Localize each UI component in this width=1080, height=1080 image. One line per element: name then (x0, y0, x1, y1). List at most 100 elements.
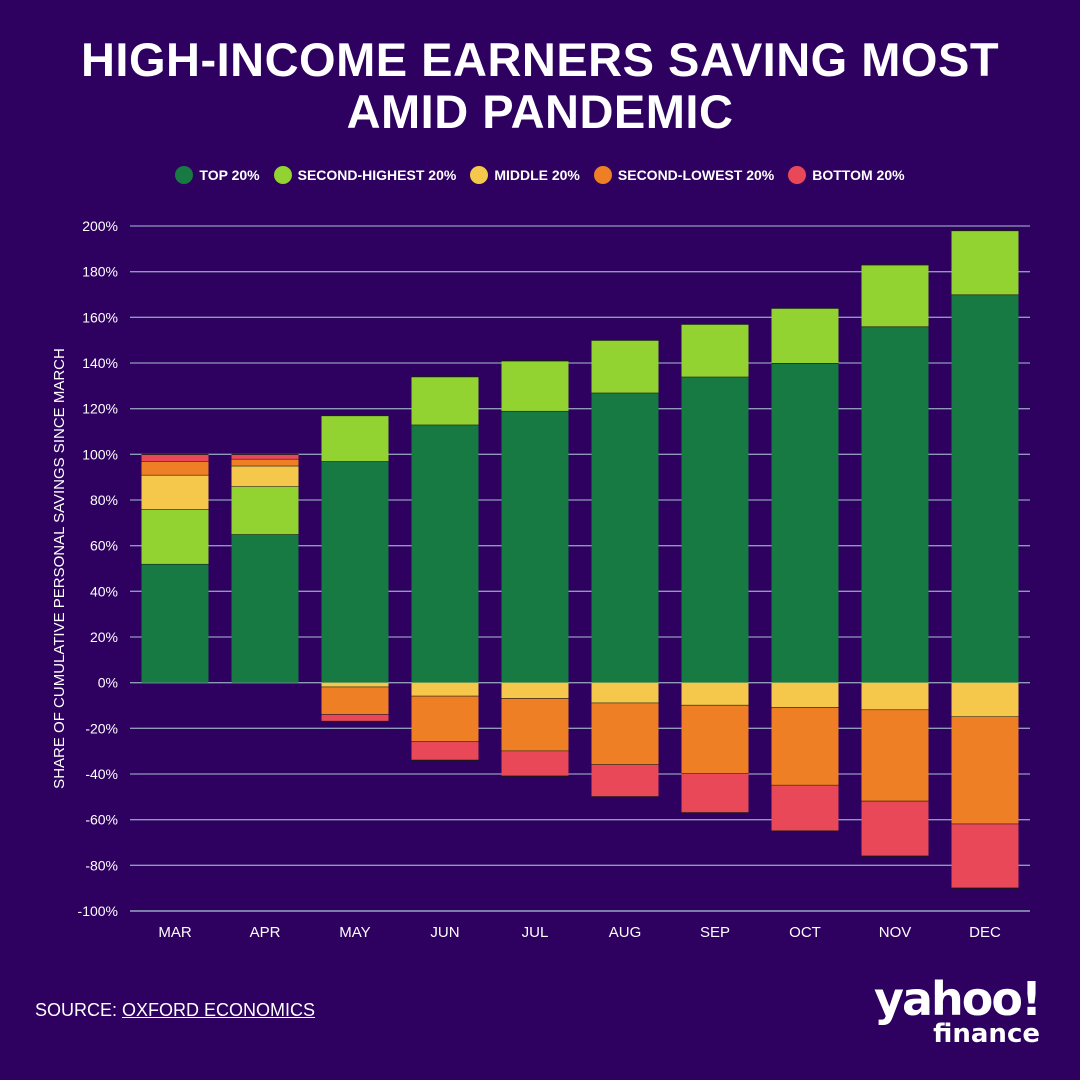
legend-swatch (470, 166, 489, 184)
legend-swatch (175, 166, 194, 184)
bar-segment (861, 710, 929, 802)
bar-segment (771, 707, 839, 786)
bar-segment (681, 705, 749, 774)
bar-segment (501, 360, 569, 411)
bar-segment (411, 696, 479, 743)
bar-segment (681, 682, 749, 706)
bar-segment (501, 751, 569, 777)
bar-segment (501, 682, 569, 699)
bar-segment (861, 264, 929, 327)
bar-segment (951, 230, 1019, 295)
logo-finance-text: finance (933, 1019, 1040, 1049)
legend-label: TOP 20% (199, 167, 260, 183)
bar-segment (951, 294, 1019, 683)
legend-label: SECOND-LOWEST 20% (617, 167, 775, 183)
bar-segment (231, 458, 299, 466)
bar-segment (591, 764, 659, 797)
bar-segment (141, 461, 209, 475)
legend-item: BOTTOM 20% (788, 166, 905, 184)
y-tick-label: 100% (82, 446, 118, 462)
bar-segment (771, 682, 839, 708)
y-tick-label: 120% (82, 401, 118, 417)
y-tick-label: 60% (90, 538, 118, 554)
bar-segment (141, 563, 209, 683)
bar-segment (771, 785, 839, 832)
x-tick-label: AUG (609, 924, 642, 941)
y-tick-label: -40% (85, 766, 118, 782)
bar-segment (591, 703, 659, 765)
legend-item: SECOND-HIGHEST 20% (273, 166, 457, 184)
y-tick-label: -20% (85, 720, 118, 736)
y-tick-label: 160% (82, 309, 118, 325)
legend-item: TOP 20% (175, 166, 260, 184)
y-axis-label: SHARE OF CUMULATIVE PERSONAL SAVINGS SIN… (51, 348, 68, 789)
x-tick-label: JUN (430, 924, 459, 941)
y-tick-label: 80% (90, 492, 118, 508)
y-tick-label: 140% (82, 355, 118, 371)
bar-segment (501, 698, 569, 752)
legend-label: BOTTOM 20% (812, 167, 905, 183)
bar-segment (321, 687, 389, 715)
title-line-1: HIGH-INCOME EARNERS SAVING MOST (80, 33, 1000, 86)
x-tick-label: NOV (879, 924, 912, 941)
bar-segment (231, 454, 299, 459)
x-tick-label: SEP (700, 924, 730, 941)
legend-swatch (273, 166, 292, 184)
bar-segment (861, 801, 929, 857)
chart-title: HIGH-INCOME EARNERS SAVING MOST AMID PAN… (0, 34, 1080, 138)
x-tick-label: MAY (339, 924, 370, 941)
bar-segment (141, 454, 209, 462)
bar-segment (591, 340, 659, 393)
bar-segment (681, 774, 749, 813)
title-line-2: AMID PANDEMIC (346, 85, 734, 138)
y-tick-label: 20% (90, 629, 118, 645)
x-tick-label: MAR (158, 924, 192, 941)
y-tick-label: -80% (85, 857, 118, 873)
bar-segment (411, 424, 479, 683)
y-tick-label: 200% (82, 218, 118, 234)
bar-segment (681, 376, 749, 683)
bar-segment (591, 682, 659, 704)
y-tick-label: -100% (78, 903, 118, 919)
bar-segment (141, 474, 209, 510)
bar-segment (321, 415, 389, 462)
legend-item: SECOND-LOWEST 20% (593, 166, 775, 184)
legend-item: MIDDLE 20% (470, 166, 580, 184)
logo-yahoo-text: yahoo! (874, 972, 1042, 1026)
x-tick-label: JUL (522, 924, 549, 941)
bar-segment (141, 509, 209, 564)
bar-segment (411, 742, 479, 761)
bar-segment (681, 324, 749, 377)
legend-label: SECOND-HIGHEST 20% (297, 167, 457, 183)
yahoo-finance-logo: yahoo! finance (874, 972, 1042, 1049)
y-tick-label: 0% (98, 675, 118, 691)
x-tick-label: APR (250, 924, 281, 941)
bar-segment (951, 716, 1019, 825)
bar-segment (231, 486, 299, 535)
legend: TOP 20% SECOND-HIGHEST 20% MIDDLE 20% SECON… (0, 166, 1080, 184)
legend-label: MIDDLE 20% (494, 167, 580, 183)
legend-swatch (788, 166, 807, 184)
bar-segment (771, 363, 839, 683)
bar-segment (231, 534, 299, 683)
bar-segment (231, 465, 299, 487)
legend-swatch (593, 166, 612, 184)
bar-segment (591, 392, 659, 683)
y-tick-label: 180% (82, 264, 118, 280)
source-link[interactable]: OXFORD ECONOMICS (122, 1000, 316, 1020)
source-note: SOURCE: OXFORD ECONOMICS (35, 1000, 315, 1021)
bar-segment (321, 461, 389, 683)
bar-segment (321, 682, 389, 688)
bar-segment (861, 682, 929, 711)
bar-segment (951, 682, 1019, 717)
bar-segment (861, 326, 929, 683)
y-tick-label: 40% (90, 583, 118, 599)
bar-segment (501, 410, 569, 683)
y-tick-label: -60% (85, 812, 118, 828)
bar-segment (771, 308, 839, 363)
bar-segment (411, 376, 479, 425)
bar-segment (411, 682, 479, 697)
bar-segment (321, 714, 389, 722)
x-tick-label: DEC (969, 924, 1001, 941)
